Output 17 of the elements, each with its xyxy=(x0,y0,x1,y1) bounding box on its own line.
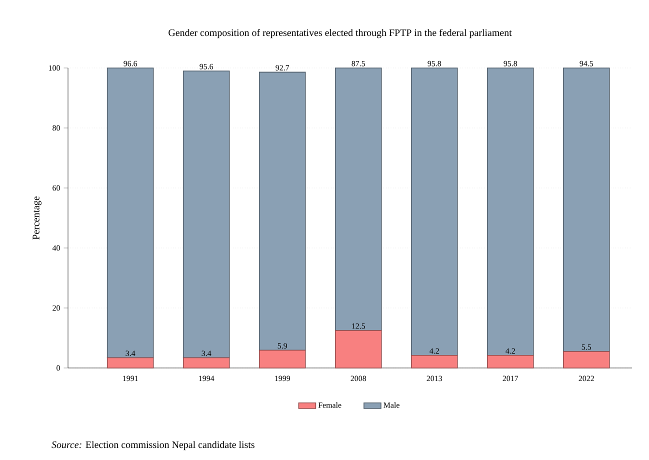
bar xyxy=(182,357,230,368)
bar xyxy=(334,68,382,331)
bar xyxy=(258,350,306,368)
bar xyxy=(410,354,458,368)
bar xyxy=(486,354,534,368)
chart-title: Gender composition of representatives elected through FPTP in the federal parliament xyxy=(168,28,512,38)
bar xyxy=(486,68,534,356)
text: Source: Election commission Nepal candidate lists xyxy=(52,441,254,450)
bar xyxy=(563,351,610,368)
bar xyxy=(563,68,610,352)
bar xyxy=(106,68,154,358)
bar xyxy=(258,72,306,351)
bar xyxy=(410,68,458,356)
bar xyxy=(182,70,230,358)
bar xyxy=(106,357,154,368)
bar xyxy=(334,330,382,368)
y-axis-title: Percentage xyxy=(32,196,42,240)
